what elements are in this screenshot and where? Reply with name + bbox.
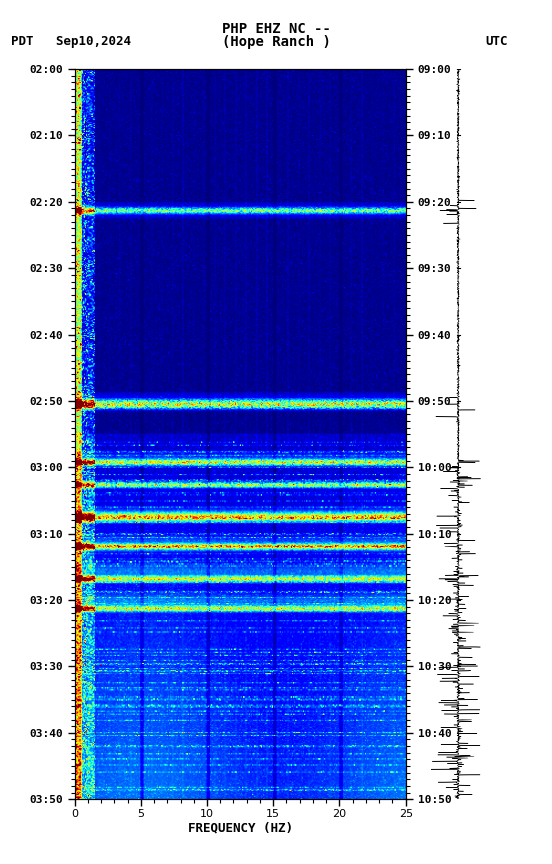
Text: PHP EHZ NC --: PHP EHZ NC -- [221,22,331,35]
Text: PDT   Sep10,2024: PDT Sep10,2024 [11,35,131,48]
Text: (Hope Ranch ): (Hope Ranch ) [221,35,331,48]
Text: UTC: UTC [486,35,508,48]
X-axis label: FREQUENCY (HZ): FREQUENCY (HZ) [188,822,293,835]
